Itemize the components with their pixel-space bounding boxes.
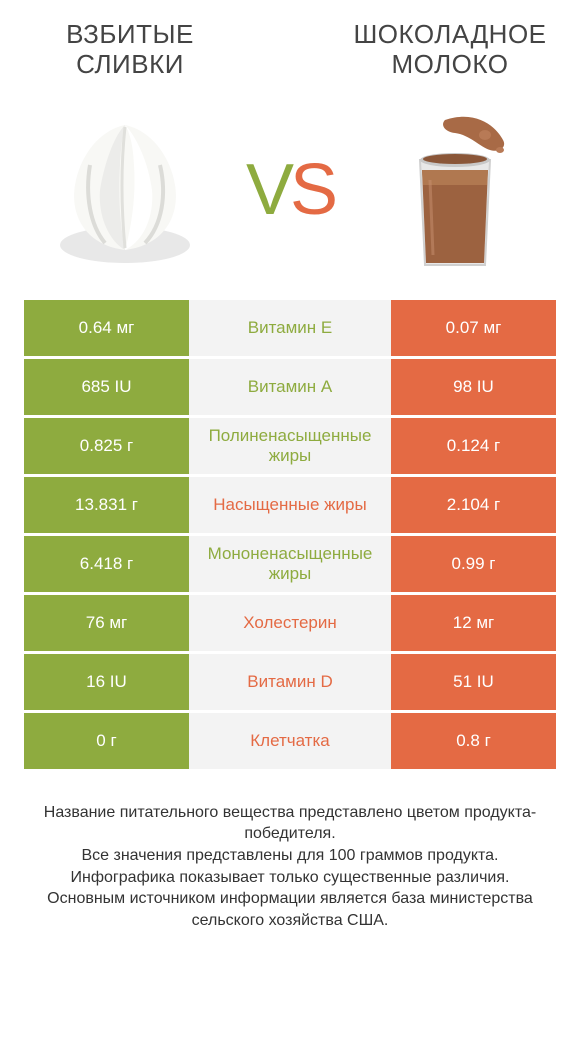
right-value: 0.124 г [391, 418, 556, 474]
right-value: 12 мг [391, 595, 556, 651]
nutrient-name: Витамин E [189, 300, 391, 356]
table-row: 0.64 мгВитамин E0.07 мг [24, 300, 556, 356]
left-value: 6.418 г [24, 536, 189, 592]
right-value: 0.07 мг [391, 300, 556, 356]
right-image [370, 105, 540, 275]
footer-line: Все значения представлены для 100 граммо… [20, 845, 560, 867]
right-value: 0.8 г [391, 713, 556, 769]
left-value: 685 IU [24, 359, 189, 415]
footer-text: Название питательного вещества представл… [0, 772, 580, 932]
nutrient-name: Витамин A [189, 359, 391, 415]
footer-line: Основным источником информации является … [20, 888, 560, 931]
right-value: 2.104 г [391, 477, 556, 533]
table-row: 13.831 гНасыщенные жиры2.104 г [24, 477, 556, 533]
vs-label: VS [246, 149, 334, 231]
left-value: 76 мг [24, 595, 189, 651]
left-value: 16 IU [24, 654, 189, 710]
footer-line: Название питательного вещества представл… [20, 802, 560, 845]
left-title: ВЗБИТЫЕ СЛИВКИ [30, 20, 230, 80]
nutrient-name: Холестерин [189, 595, 391, 651]
chocolate-milk-icon [385, 105, 525, 275]
header: ВЗБИТЫЕ СЛИВКИ ШОКОЛАДНОЕ МОЛОКО [0, 0, 580, 90]
left-image [40, 105, 210, 275]
nutrient-name: Клетчатка [189, 713, 391, 769]
table-row: 76 мгХолестерин12 мг [24, 595, 556, 651]
left-value: 0.825 г [24, 418, 189, 474]
right-value: 51 IU [391, 654, 556, 710]
left-value: 0 г [24, 713, 189, 769]
whipped-cream-icon [40, 105, 210, 275]
right-title: ШОКОЛАДНОЕ МОЛОКО [350, 20, 550, 80]
table-row: 685 IUВитамин A98 IU [24, 359, 556, 415]
table-row: 0.825 гПолиненасыщенные жиры0.124 г [24, 418, 556, 474]
footer-line: Инфографика показывает только существенн… [20, 867, 560, 889]
nutrient-name: Полиненасыщенные жиры [189, 418, 391, 474]
left-value: 13.831 г [24, 477, 189, 533]
table-row: 0 гКлетчатка0.8 г [24, 713, 556, 769]
vs-s: S [290, 150, 334, 230]
vs-v: V [246, 150, 290, 230]
right-value: 0.99 г [391, 536, 556, 592]
table-row: 6.418 гМононенасыщенные жиры0.99 г [24, 536, 556, 592]
comparison-table: 0.64 мгВитамин E0.07 мг685 IUВитамин A98… [0, 300, 580, 769]
nutrient-name: Мононенасыщенные жиры [189, 536, 391, 592]
nutrient-name: Насыщенные жиры [189, 477, 391, 533]
images-row: VS [0, 90, 580, 300]
nutrient-name: Витамин D [189, 654, 391, 710]
table-row: 16 IUВитамин D51 IU [24, 654, 556, 710]
left-value: 0.64 мг [24, 300, 189, 356]
right-value: 98 IU [391, 359, 556, 415]
